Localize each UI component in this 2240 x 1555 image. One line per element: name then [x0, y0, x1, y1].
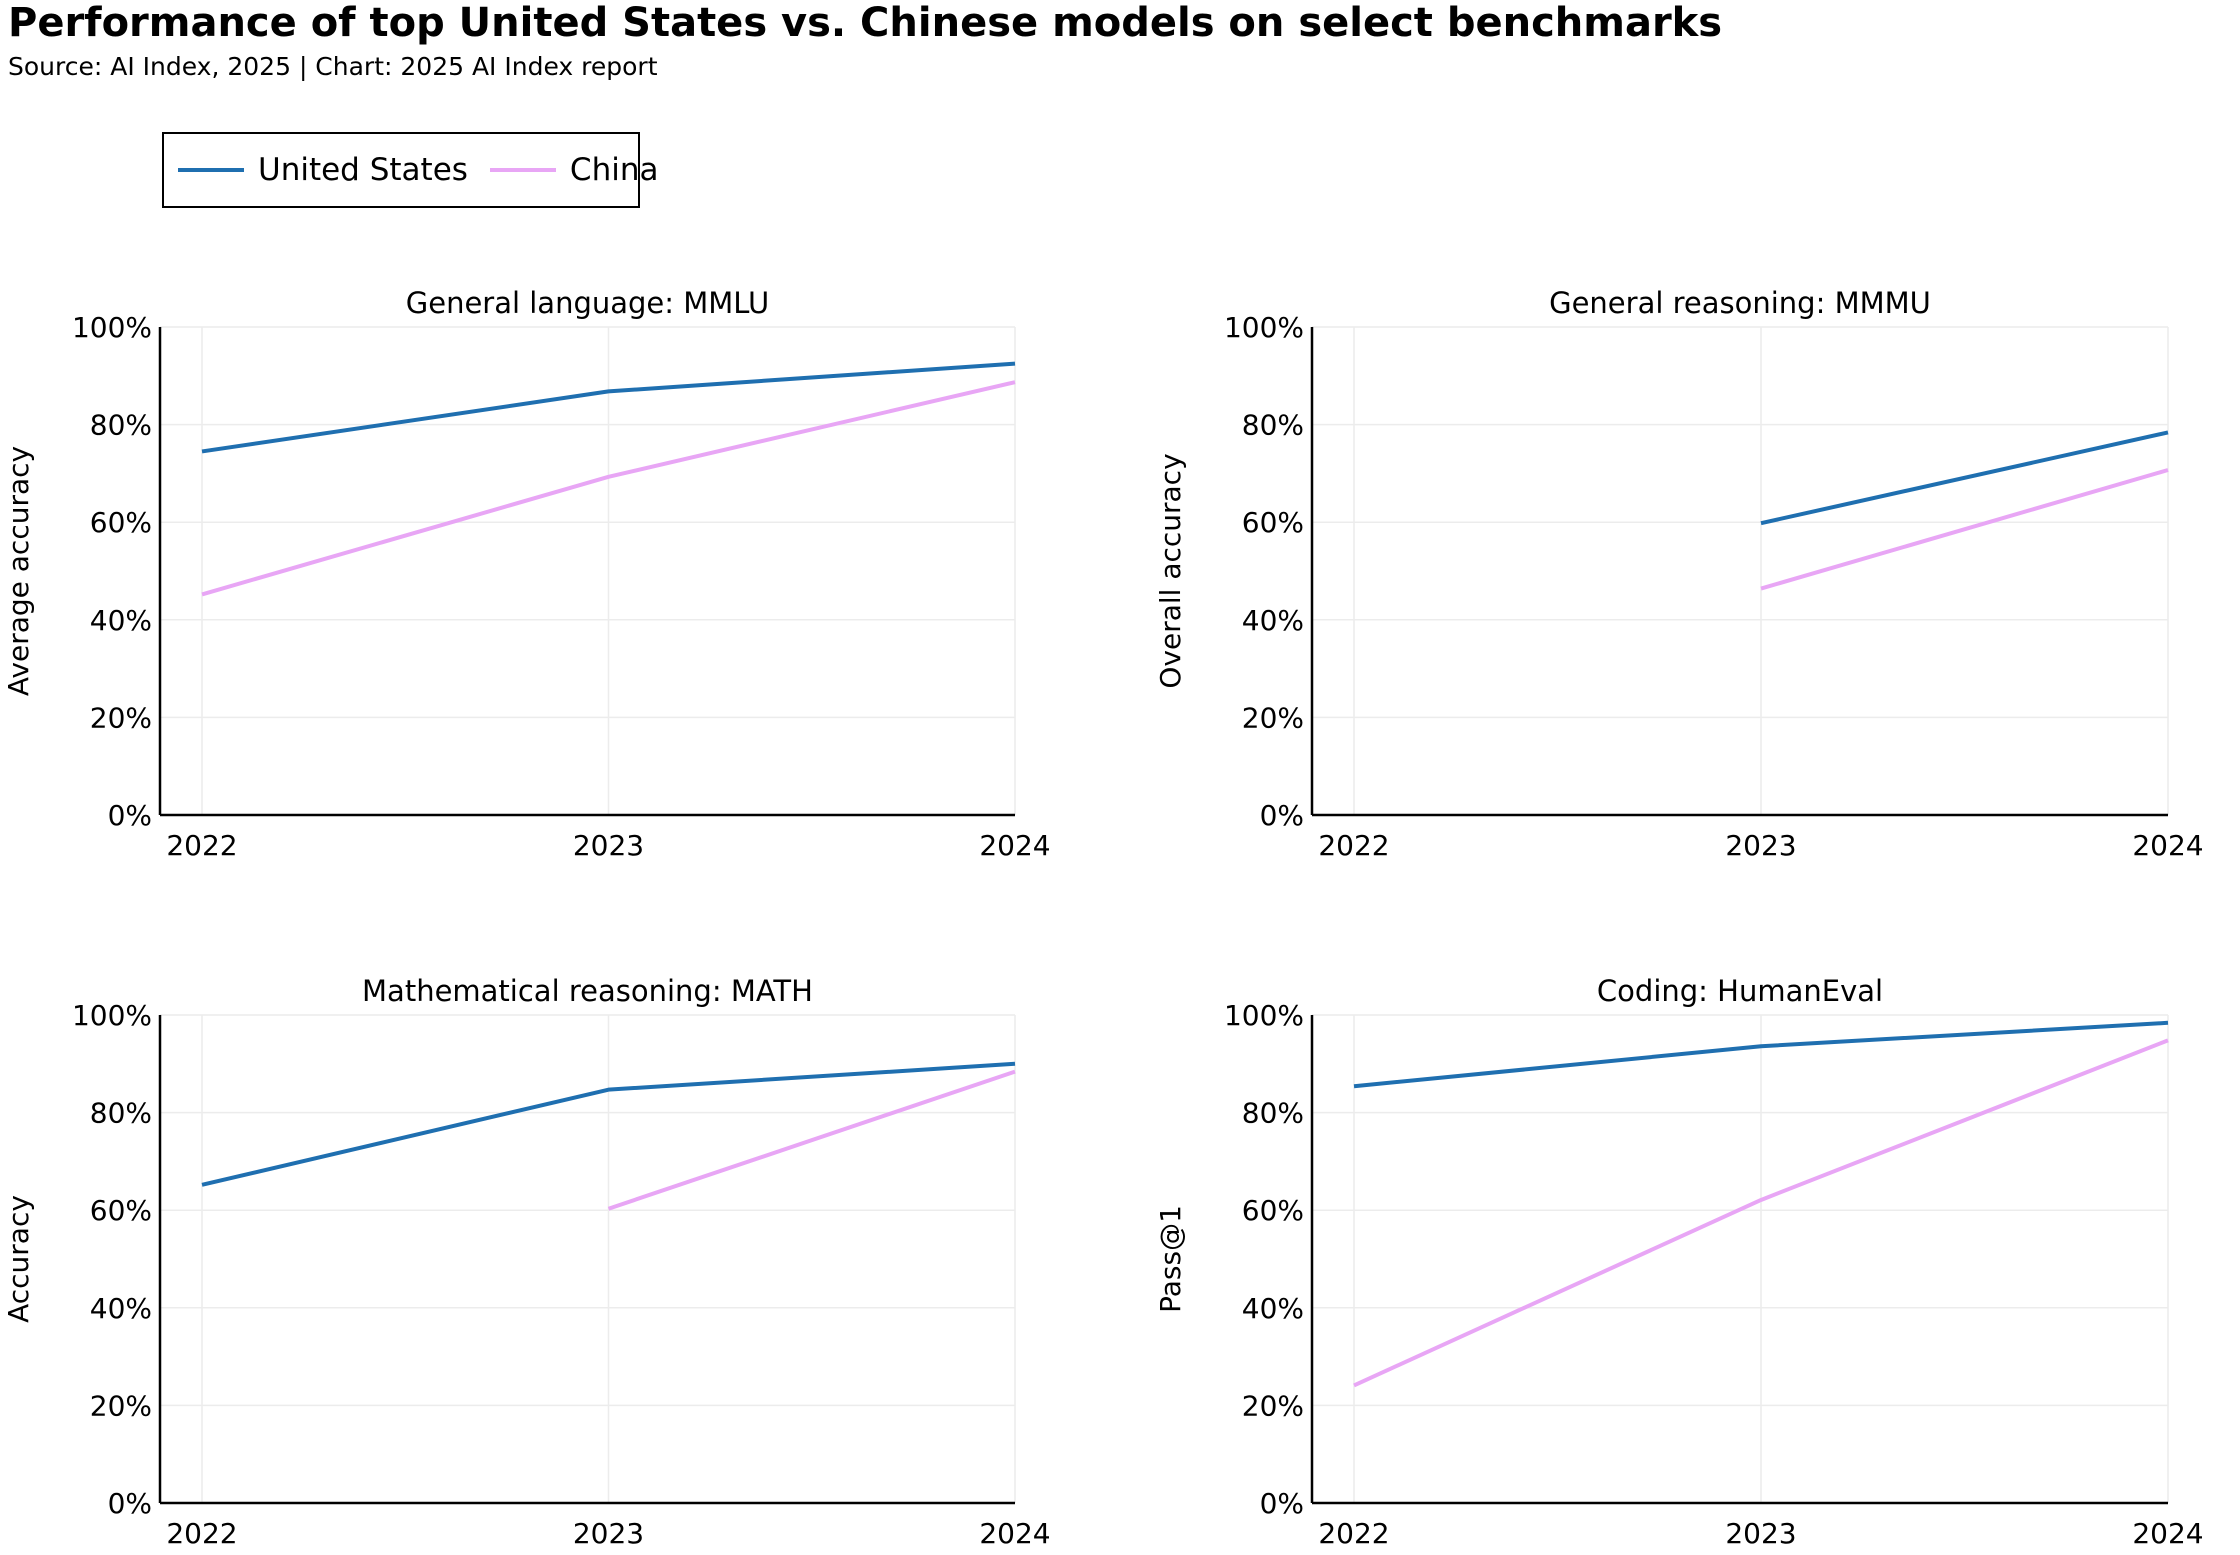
y-tick-label: 60% [1242, 1194, 1304, 1227]
y-tick-label: 20% [1242, 1389, 1304, 1422]
x-tick-label: 2024 [979, 829, 1050, 862]
series-line-united-states [1760, 430, 2169, 526]
y-tick-label: 20% [90, 1389, 152, 1422]
y-tick-label: 80% [1242, 409, 1304, 442]
chart-panel-3: 0% 20% 40% 60% 80% 100% 2022 2023 2024 Mathematic… [2, 974, 1051, 1550]
x-tick-label: 2022 [166, 829, 237, 862]
legend-label-united-states: United States [258, 152, 468, 188]
legend-item-united-states: United States [178, 152, 468, 188]
x-tick-label: 2024 [2132, 829, 2203, 862]
y-tick-label: 80% [1242, 1097, 1304, 1130]
chart-title: Coding: HumanEval [1597, 974, 1883, 1008]
y-tick-label: 60% [90, 1194, 152, 1227]
series-line-china [201, 380, 1016, 597]
series-line-united-states [1353, 1020, 2169, 1089]
x-tick-label: 2023 [573, 829, 644, 862]
series-line-china [607, 1069, 1016, 1211]
legend-item-china: China [489, 152, 659, 188]
x-tick-label: 2023 [1725, 1517, 1796, 1550]
x-tick-label: 2022 [1318, 829, 1389, 862]
y-tick-label: 0% [1260, 799, 1304, 832]
series-line-united-states [201, 1061, 1016, 1187]
y-tick-label: 100% [1224, 311, 1304, 344]
y-tick-label: 40% [90, 604, 152, 637]
x-tick-label: 2022 [166, 1517, 237, 1550]
y-tick-label: 40% [1242, 604, 1304, 637]
chart-panel-1: 0% 20% 40% 60% 80% 100% 2022 2023 2024 General la… [2, 286, 1051, 862]
x-tick-label: 2024 [2132, 1517, 2203, 1550]
legend-label-china: China [569, 152, 659, 188]
legend-swatch-china [489, 168, 556, 172]
y-tick-label: 60% [90, 506, 152, 539]
series-line-china [1760, 468, 2169, 591]
y-tick-label: 20% [1242, 701, 1304, 734]
y-tick-label: 100% [72, 311, 152, 344]
y-tick-label: 60% [1242, 506, 1304, 539]
chart-title: General reasoning: MMMU [1549, 286, 1931, 320]
y-tick-label: 20% [90, 701, 152, 734]
y-tick-label: 40% [1242, 1292, 1304, 1325]
y-tick-label: 0% [1260, 1487, 1304, 1520]
chart-panel-4: 0% 20% 40% 60% 80% 100% 2022 2023 2024 Coding: Hu… [1154, 974, 2204, 1550]
y-axis-label: Pass@1 [1154, 1205, 1187, 1313]
y-tick-label: 0% [108, 799, 152, 832]
y-tick-label: 100% [1224, 999, 1304, 1032]
page-subtitle: Source: AI Index, 2025 | Chart: 2025 AI … [8, 52, 658, 81]
chart-panel-2: 0% 20% 40% 60% 80% 100% 2022 2023 2024 General re… [1154, 286, 2204, 862]
legend-swatch-united-states [178, 168, 244, 172]
series-line-united-states [201, 361, 1016, 454]
x-tick-label: 2022 [1318, 1517, 1389, 1550]
y-tick-label: 40% [90, 1292, 152, 1325]
chart-title: Mathematical reasoning: MATH [362, 974, 813, 1008]
y-axis-label: Average accuracy [2, 446, 35, 696]
x-tick-label: 2024 [979, 1517, 1050, 1550]
y-tick-label: 0% [108, 1487, 152, 1520]
page-title: Performance of top United States vs. Chi… [8, 0, 1723, 46]
y-tick-label: 100% [72, 999, 152, 1032]
legend: United States China [162, 132, 658, 208]
y-axis-label: Overall accuracy [1154, 453, 1187, 688]
chart-title: General language: MMLU [406, 286, 770, 320]
x-tick-label: 2023 [1725, 829, 1796, 862]
y-axis-label: Accuracy [2, 1195, 35, 1323]
series-line-china [1353, 1038, 2169, 1388]
y-tick-label: 80% [90, 1097, 152, 1130]
y-tick-label: 80% [90, 409, 152, 442]
x-tick-label: 2023 [573, 1517, 644, 1550]
